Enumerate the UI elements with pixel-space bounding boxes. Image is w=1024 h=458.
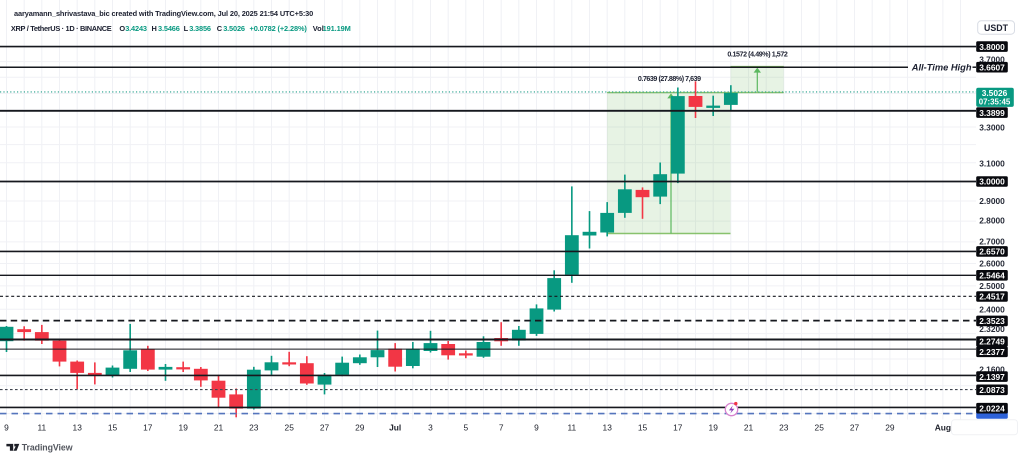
- svg-text:2.0224: 2.0224: [979, 403, 1005, 413]
- svg-text:Vol: Vol: [313, 24, 324, 33]
- svg-text:Aug: Aug: [935, 423, 951, 433]
- svg-text:TradingView: TradingView: [22, 442, 73, 452]
- svg-text:3.5026: 3.5026: [223, 24, 245, 33]
- svg-text:3.1000: 3.1000: [979, 158, 1005, 168]
- svg-text:3.8000: 3.8000: [979, 42, 1005, 52]
- svg-text:15: 15: [638, 423, 648, 433]
- svg-text:2.5000: 2.5000: [979, 281, 1005, 291]
- svg-text:25: 25: [815, 423, 825, 433]
- svg-text:Jul: Jul: [389, 423, 401, 433]
- svg-text:17: 17: [673, 423, 683, 433]
- svg-text:27: 27: [850, 423, 860, 433]
- svg-text:11: 11: [567, 423, 576, 433]
- svg-text:2.8000: 2.8000: [979, 215, 1005, 225]
- svg-text:3.4243: 3.4243: [125, 24, 147, 33]
- svg-text:0.7639 (27.88%) 7,639: 0.7639 (27.88%) 7,639: [638, 75, 701, 83]
- svg-text:2.2377: 2.2377: [979, 347, 1005, 357]
- svg-text:29: 29: [885, 423, 895, 433]
- svg-text:2.7000: 2.7000: [979, 237, 1005, 247]
- svg-text:23: 23: [779, 423, 789, 433]
- svg-text:3: 3: [428, 423, 433, 433]
- svg-text:9: 9: [4, 423, 9, 433]
- svg-text:0.1572 (4.49%) 1,572: 0.1572 (4.49%) 1,572: [727, 51, 787, 59]
- svg-text:191.19M: 191.19M: [323, 24, 351, 33]
- svg-text:2.9000: 2.9000: [979, 196, 1005, 206]
- svg-text:aaryamann_shrivastava_bic crea: aaryamann_shrivastava_bic created with T…: [14, 9, 313, 18]
- svg-text:15: 15: [108, 423, 118, 433]
- svg-text:L: L: [184, 24, 189, 33]
- svg-text:2.6000: 2.6000: [979, 258, 1005, 268]
- svg-text:3.3000: 3.3000: [979, 122, 1005, 132]
- svg-text:+0.0782 (+2.28%): +0.0782 (+2.28%): [250, 24, 308, 33]
- svg-text:21: 21: [214, 423, 224, 433]
- svg-text:C: C: [217, 24, 223, 33]
- svg-text:19: 19: [709, 423, 719, 433]
- svg-text:21: 21: [744, 423, 754, 433]
- svg-text:3.3899: 3.3899: [979, 108, 1005, 118]
- svg-text:29: 29: [355, 423, 365, 433]
- svg-text:27: 27: [320, 423, 330, 433]
- svg-text:2.4000: 2.4000: [979, 305, 1005, 315]
- svg-text:2.5464: 2.5464: [979, 271, 1005, 281]
- svg-text:3.5026: 3.5026: [982, 88, 1008, 98]
- svg-text:11: 11: [37, 423, 46, 433]
- svg-text:USDT: USDT: [984, 23, 1009, 33]
- svg-text:2.3523: 2.3523: [979, 316, 1005, 326]
- svg-text:2.1600: 2.1600: [979, 364, 1005, 374]
- svg-text:07:35:45: 07:35:45: [979, 98, 1011, 107]
- svg-text:3.6607: 3.6607: [979, 62, 1005, 72]
- svg-text:2.3200: 2.3200: [979, 324, 1005, 334]
- svg-text:9: 9: [534, 423, 539, 433]
- svg-text:19: 19: [179, 423, 189, 433]
- svg-text:O: O: [119, 24, 125, 33]
- svg-text:3.0000: 3.0000: [979, 177, 1005, 187]
- svg-text:5: 5: [463, 423, 468, 433]
- svg-text:17: 17: [143, 423, 153, 433]
- svg-text:2.6570: 2.6570: [979, 247, 1005, 257]
- svg-text:13: 13: [603, 423, 613, 433]
- svg-text:3.3856: 3.3856: [189, 24, 211, 33]
- svg-text:3.7000: 3.7000: [979, 54, 1005, 64]
- svg-text:23: 23: [249, 423, 259, 433]
- svg-text:2.1397: 2.1397: [979, 372, 1005, 382]
- svg-text:3.5466: 3.5466: [158, 24, 180, 33]
- svg-text:2.0873: 2.0873: [979, 385, 1005, 395]
- svg-text:All-Time High: All-Time High: [911, 63, 972, 73]
- svg-text:XRP / TetherUS · 1D · BINANCE: XRP / TetherUS · 1D · BINANCE: [11, 24, 112, 33]
- svg-text:7: 7: [499, 423, 504, 433]
- svg-text:13: 13: [73, 423, 83, 433]
- svg-text:H: H: [152, 24, 157, 33]
- svg-text:25: 25: [285, 423, 295, 433]
- svg-text:2.4517: 2.4517: [979, 292, 1005, 302]
- svg-text:2.2749: 2.2749: [979, 337, 1005, 347]
